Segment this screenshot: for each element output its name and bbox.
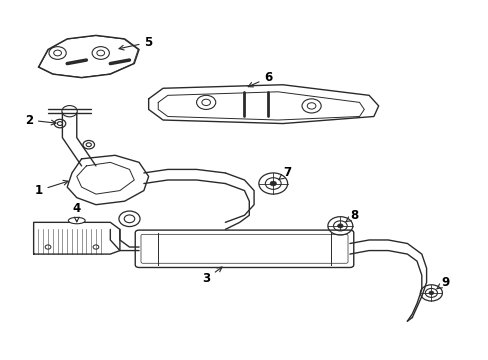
Circle shape xyxy=(269,181,276,186)
FancyBboxPatch shape xyxy=(135,230,353,267)
Text: 9: 9 xyxy=(436,276,449,289)
Text: 3: 3 xyxy=(202,267,222,285)
Text: 1: 1 xyxy=(34,180,68,197)
Text: 7: 7 xyxy=(278,166,291,180)
Circle shape xyxy=(337,224,343,228)
Text: 8: 8 xyxy=(345,209,358,222)
Ellipse shape xyxy=(68,217,85,224)
Text: 2: 2 xyxy=(25,113,56,126)
Text: 4: 4 xyxy=(73,202,81,222)
Text: 5: 5 xyxy=(119,36,152,50)
Circle shape xyxy=(428,291,433,295)
Text: 6: 6 xyxy=(248,71,272,87)
